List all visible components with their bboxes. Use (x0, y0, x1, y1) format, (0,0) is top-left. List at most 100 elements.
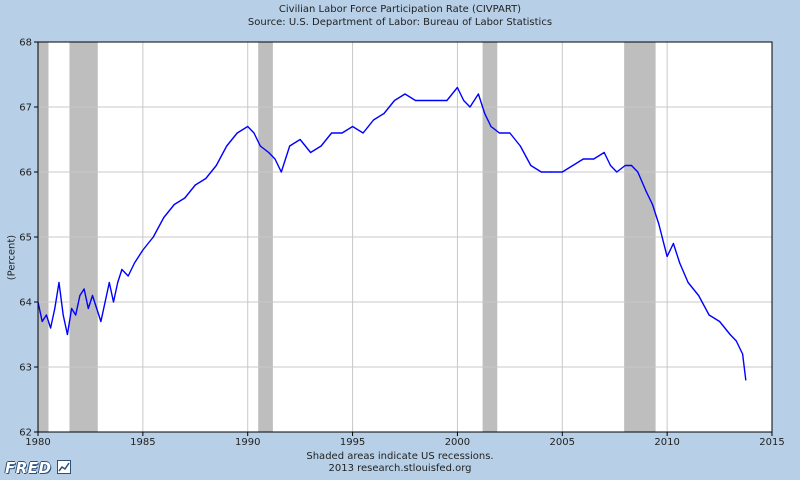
series-layer (37, 86, 747, 381)
data-point (469, 106, 471, 108)
x-tick-label: 2015 (759, 437, 784, 448)
x-tick-label: 1995 (340, 437, 365, 448)
data-point (630, 164, 633, 167)
x-tick-label: 2000 (445, 437, 470, 448)
chart-footer: Shaded areas indicate US recessions. 201… (0, 451, 800, 475)
x-tick-label: 2005 (550, 437, 575, 448)
y-tick-label: 65 (19, 233, 32, 244)
data-point (393, 99, 396, 102)
data-point (582, 158, 584, 160)
data-point (383, 112, 385, 115)
data-point (519, 145, 521, 147)
data-point (404, 93, 406, 95)
data-point (259, 145, 261, 147)
data-point (96, 307, 98, 310)
data-point (742, 353, 744, 355)
chart-header: Civilian Labor Force Participation Rate … (0, 3, 800, 29)
x-tick-label: 2010 (654, 437, 679, 448)
chart-title: Civilian Labor Force Participation Rate … (278, 4, 522, 15)
data-point (530, 164, 532, 167)
data-point (117, 281, 119, 284)
data-point (289, 145, 291, 147)
data-point (133, 262, 136, 264)
y-tick-label: 68 (19, 38, 32, 49)
data-point (331, 132, 333, 134)
data-point (708, 314, 710, 316)
data-point (540, 171, 542, 173)
data-point (274, 158, 276, 160)
y-tick-label: 66 (19, 168, 32, 179)
data-point (477, 93, 479, 95)
data-point (41, 320, 43, 323)
data-point (299, 138, 301, 141)
line-chart-icon (57, 460, 71, 474)
fred-logo[interactable]: FRED (5, 459, 52, 477)
data-point (87, 307, 89, 310)
data-point (112, 301, 115, 303)
data-point (484, 112, 486, 115)
data-point (698, 294, 700, 297)
data-point (163, 216, 165, 219)
data-point (351, 125, 354, 128)
data-point (184, 197, 186, 199)
data-point (362, 132, 364, 134)
gridlines (38, 42, 772, 432)
data-point (226, 145, 228, 147)
axes: 62 63 64 65 66 67 68 1980 1985 1990 1995 2000 2005 20… (19, 38, 784, 449)
data-point (83, 288, 85, 290)
data-point (45, 314, 47, 316)
data-point (215, 164, 217, 167)
credit-text: 2013 research.stlouisfed.org (328, 463, 472, 474)
data-point (142, 249, 144, 251)
data-point (372, 119, 375, 121)
data-point (205, 177, 207, 180)
data-point (729, 333, 731, 336)
chart-subtitle: Source: U.S. Department of Labor: Bureau… (247, 17, 553, 28)
data-point (152, 236, 154, 238)
data-point (498, 132, 500, 134)
data-point (121, 268, 123, 271)
recession-note: Shaded areas indicate US recessions. (306, 451, 494, 462)
data-point (572, 164, 574, 167)
data-point (658, 223, 660, 225)
data-point (173, 203, 175, 206)
data-point (104, 301, 106, 303)
data-point (268, 151, 270, 154)
data-point (75, 314, 77, 316)
data-point (236, 132, 238, 134)
data-point (247, 125, 249, 128)
data-point (54, 307, 56, 310)
data-point (446, 99, 448, 102)
data-point (194, 184, 196, 186)
x-tick-label: 1990 (235, 437, 260, 448)
data-point (435, 99, 438, 102)
data-point (425, 99, 427, 102)
data-point (651, 203, 654, 206)
y-tick-label: 64 (19, 298, 32, 309)
data-point (320, 145, 322, 147)
data-point (58, 281, 60, 284)
data-point (551, 171, 553, 173)
data-point (79, 294, 81, 297)
data-point (593, 158, 595, 160)
data-point (637, 171, 639, 173)
y-tick-label: 63 (19, 363, 32, 374)
data-point (414, 99, 417, 102)
data-point (341, 132, 343, 134)
x-tick-label: 1980 (25, 437, 50, 448)
data-point (745, 379, 747, 381)
data-point (91, 294, 94, 297)
data-point (672, 242, 675, 245)
data-point (616, 171, 618, 173)
data-point (253, 132, 255, 134)
data-point (679, 262, 681, 264)
data-point (718, 320, 721, 323)
y-axis-label: (Percent) (6, 234, 18, 281)
data-point (509, 132, 511, 134)
data-point (62, 314, 64, 316)
data-point (645, 190, 647, 193)
data-point (49, 327, 52, 329)
data-point (735, 340, 737, 342)
data-point (609, 164, 612, 167)
